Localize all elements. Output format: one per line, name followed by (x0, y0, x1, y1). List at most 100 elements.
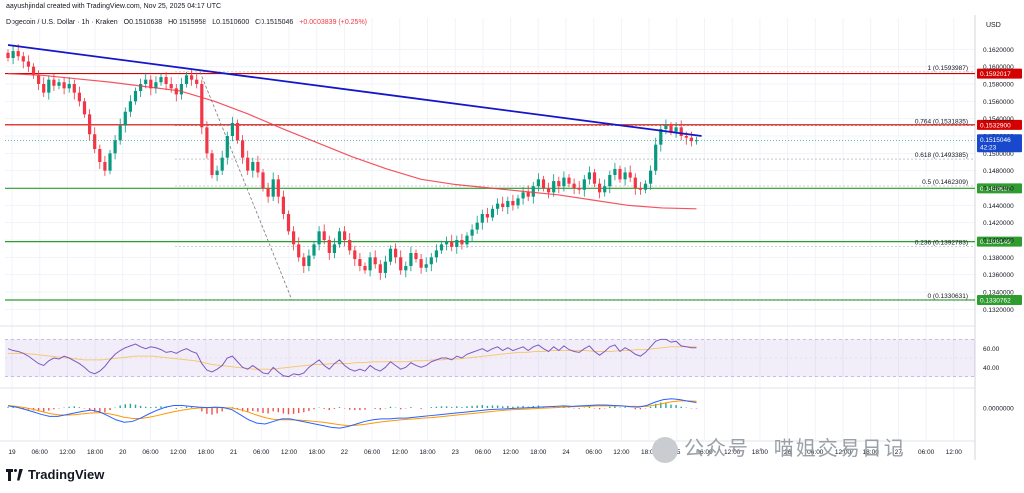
level-tag (977, 183, 1022, 194)
time-tick-label: 06:00 (253, 449, 270, 456)
watermark: 公众号 · 喵姐交易日记 (652, 432, 906, 463)
candle-body (77, 92, 81, 102)
candle-body (276, 179, 280, 197)
candle-body (531, 186, 535, 197)
macd-panel: 0.0000000 (7, 398, 1014, 429)
level-tag-label: 0.1532900 (980, 122, 1011, 129)
level-tag-label: 0.1592017 (980, 71, 1011, 78)
level-tag-label: 0.1330762 (980, 298, 1011, 305)
price-tick-label: 0.1540000 (983, 116, 1014, 123)
candle-body (302, 257, 306, 266)
symbol-bar: Dogecoin / U.S. Dollar · 1h · Kraken O0.… (6, 19, 371, 26)
fib-label: 0.236 (0.1392783) (915, 239, 968, 246)
candle-body (480, 214, 484, 223)
rsi-level-label: 60.00 (983, 346, 1000, 353)
candle-body (62, 82, 66, 89)
symbol-name[interactable]: Dogecoin / U.S. Dollar · 1h · Kraken (6, 19, 118, 26)
candle-body (72, 84, 76, 93)
time-tick-label: 18:00 (752, 449, 769, 456)
price-tick-label: 0.1380000 (983, 255, 1014, 262)
time-tick-label: 06:00 (364, 449, 381, 456)
candle-body (93, 134, 97, 149)
candle-body (633, 177, 637, 188)
time-tick-label: 12:00 (502, 449, 519, 456)
candle-body (128, 101, 132, 112)
candle-body (562, 177, 566, 187)
moving-average-line (7, 73, 697, 210)
candle-body (256, 162, 260, 173)
ohlc-high: H0.1515958 (168, 19, 207, 26)
candle-body (659, 129, 663, 145)
countdown-label: 42:23 (980, 144, 997, 151)
time-tick-label: 22 (341, 449, 349, 456)
candle-body (572, 183, 576, 188)
candle-body (225, 136, 229, 158)
rsi-panel: 60.00 40.00 (5, 338, 1000, 378)
candle-body (516, 198, 520, 206)
level-tag (977, 236, 1022, 247)
candle-body (613, 168, 617, 175)
time-tick-label: 12:00 (170, 449, 187, 456)
candle-body (378, 264, 382, 273)
candle-body (200, 84, 204, 128)
candle-body (608, 175, 612, 187)
candle-body (317, 231, 321, 245)
rsi-line (7, 338, 697, 378)
candle-body (679, 127, 683, 136)
candle-body (592, 172, 597, 184)
trendline-line (7, 44, 702, 137)
candle-body (618, 168, 622, 180)
fibonacci-levels: 1 (0.1593987) 0.764 (0.1531835) 0.618 (0.1… (175, 65, 975, 301)
candle-body (307, 255, 311, 266)
price-tick-label: 0.1440000 (983, 203, 1014, 210)
time-tick-label: 24 (562, 449, 570, 456)
candle-body (322, 231, 326, 240)
candle-body (511, 201, 515, 206)
candle-body (113, 140, 117, 154)
candle-body (230, 123, 234, 136)
candle-body (312, 244, 316, 256)
price-tick-label: 0.1400000 (983, 238, 1014, 245)
candle-body (409, 253, 413, 266)
time-tick-label: 18:00 (641, 449, 658, 456)
candle-body (144, 79, 148, 84)
candle-body (669, 125, 673, 132)
time-tick-label: 06:00 (918, 449, 935, 456)
candle-body (455, 240, 459, 247)
time-tick-label: 26 (784, 449, 792, 456)
time-tick-label: 12:00 (724, 449, 741, 456)
tradingview-logo[interactable]: TradingView (6, 467, 104, 482)
time-tick-label: 06:00 (142, 449, 159, 456)
candle-body (52, 79, 56, 86)
candle-body (587, 172, 591, 180)
candle-body (37, 75, 41, 84)
candle-body (388, 248, 393, 262)
candle-body (649, 170, 653, 184)
time-tick-label: 06:00 (696, 449, 713, 456)
candle-body (404, 266, 408, 271)
level-tag (977, 119, 1022, 130)
fib-label: 0 (0.1330631) (928, 293, 968, 300)
time-tick-label: 27 (895, 449, 903, 456)
candle-body (261, 172, 265, 188)
price-tick-label: 0.1620000 (983, 47, 1014, 54)
candle-body (42, 84, 46, 93)
ohlc-low: L0.1510600 (212, 19, 250, 26)
time-tick-label: 06:00 (586, 449, 603, 456)
time-tick-label: 12:00 (59, 449, 76, 456)
price-tick-label: 0.1420000 (983, 220, 1014, 227)
candle-body (108, 153, 112, 171)
fib-label: 0.618 (0.1493385) (915, 152, 968, 159)
candle-body (450, 241, 454, 247)
candle-body (169, 84, 173, 89)
candle-body (26, 61, 30, 67)
price-tick-label: 0.1320000 (983, 307, 1014, 314)
price-tick-label: 0.1460000 (983, 186, 1014, 193)
price-axis: 0.16200000.16000000.15800000.15600000.15… (5, 47, 1022, 314)
level-tag (977, 295, 1022, 306)
candle-body (399, 257, 403, 271)
candle-body (281, 196, 285, 214)
time-tick-label: 06:00 (475, 449, 492, 456)
